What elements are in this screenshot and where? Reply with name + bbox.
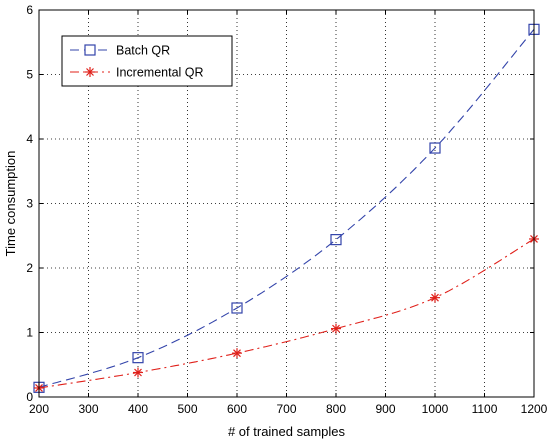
legend: Batch QR Incremental QR xyxy=(61,35,233,87)
asterisk-stroke xyxy=(332,324,340,333)
y-tick-label: 3 xyxy=(26,197,33,211)
data-point-square xyxy=(231,302,243,314)
y-tick-label: 1 xyxy=(26,326,33,340)
x-tick-label: 900 xyxy=(375,402,395,416)
x-tick-label: 600 xyxy=(227,402,247,416)
legend-marker-asterisk xyxy=(85,67,95,77)
y-axis-label: Time consumption xyxy=(3,151,18,257)
y-tick-label: 4 xyxy=(26,132,33,146)
asterisk-stroke xyxy=(86,68,94,76)
asterisk-stroke xyxy=(134,368,142,377)
x-tick-label: 500 xyxy=(177,402,197,416)
legend-label: Batch QR xyxy=(116,44,170,58)
y-tick-label: 6 xyxy=(26,3,33,17)
asterisk-stroke xyxy=(233,349,241,358)
series-layer xyxy=(33,23,540,393)
y-tick-label: 0 xyxy=(26,390,33,404)
x-tick-label: 200 xyxy=(29,402,49,416)
x-axis-label: # of trained samples xyxy=(228,424,346,439)
asterisk-stroke xyxy=(431,293,439,302)
data-point-square xyxy=(429,142,441,154)
data-point-square xyxy=(132,352,144,364)
x-tick-label: 700 xyxy=(276,402,296,416)
x-tick-label: 1000 xyxy=(422,402,449,416)
y-tick-label: 5 xyxy=(26,68,33,82)
data-point-asterisk xyxy=(232,348,242,359)
data-point-asterisk xyxy=(430,292,440,303)
series-incremental-qr xyxy=(34,233,539,393)
y-tick-label: 2 xyxy=(26,261,33,275)
legend-label: Incremental QR xyxy=(116,66,204,80)
legend-box xyxy=(61,35,233,87)
x-tick-label: 400 xyxy=(128,402,148,416)
data-point-square xyxy=(330,234,342,246)
x-tick-label: 1200 xyxy=(521,402,548,416)
legend-marker-square xyxy=(84,44,96,56)
data-point-asterisk xyxy=(331,323,341,334)
data-point-asterisk xyxy=(133,367,143,378)
series-line xyxy=(38,238,535,389)
x-tick-label: 300 xyxy=(78,402,98,416)
x-tick-label: 1100 xyxy=(472,402,498,416)
series-line xyxy=(38,28,535,388)
x-tick-label: 800 xyxy=(326,402,346,416)
axis-ticks: 200 300 400 500 600 700 800 900 1000 1100 1200 0 1 2 3… xyxy=(26,3,547,416)
